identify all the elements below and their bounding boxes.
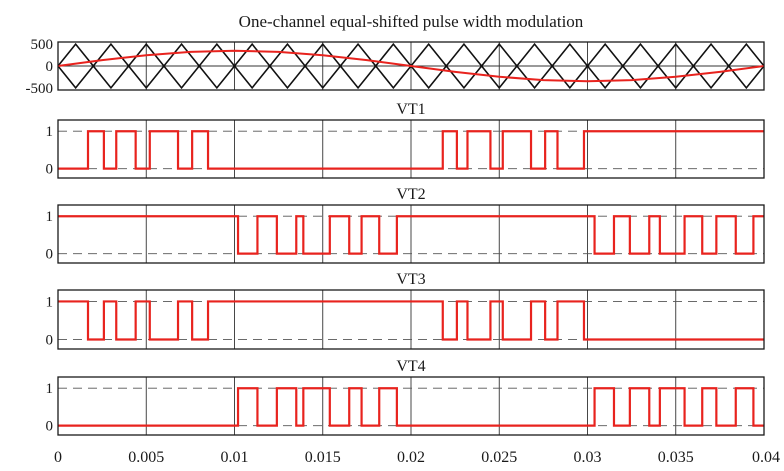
x-tick-label: 0.04 xyxy=(752,449,780,466)
y-tick-label: 500 xyxy=(31,37,54,53)
y-tick-label: 0 xyxy=(46,247,54,263)
y-tick-label: 1 xyxy=(46,381,54,397)
x-axis: 0 0.005 0.01 0.015 0.02 0.025 0.03 0.035 0.04 xyxy=(54,449,780,466)
panel-frame xyxy=(57,41,765,91)
x-tick-label: 0.03 xyxy=(574,449,602,466)
x-tick-label: 0.035 xyxy=(658,449,694,466)
y-tick-label: 0 xyxy=(46,162,54,178)
panel-1: One-channel equal-shifted pulse width mo… xyxy=(26,12,765,97)
sine-reference-line xyxy=(57,49,765,83)
panel-5: VT4 1 0 xyxy=(46,358,765,436)
panel-frame xyxy=(57,119,765,179)
gate-signal-line xyxy=(58,130,764,170)
x-tick-label: 0.025 xyxy=(481,449,517,466)
x-tick-label: 0.015 xyxy=(305,449,341,466)
panel-title: VT1 xyxy=(396,101,425,118)
panel-title: VT4 xyxy=(396,358,425,375)
y-tick-label: 1 xyxy=(46,209,54,225)
y-tick-label: 1 xyxy=(46,294,54,310)
gate-signal-line xyxy=(58,215,764,255)
panel-frame xyxy=(57,289,765,350)
gate-signal-line xyxy=(58,387,764,427)
y-tick-label: 0 xyxy=(46,332,54,348)
x-tick-label: 0.005 xyxy=(128,449,164,466)
panel-3: VT2 1 0 xyxy=(46,186,765,264)
x-tick-label: 0.01 xyxy=(221,449,249,466)
panel-frame xyxy=(57,204,765,264)
x-tick-label: 0.02 xyxy=(397,449,425,466)
panel-title: VT2 xyxy=(396,186,425,203)
panel-2: VT1 1 0 xyxy=(46,101,765,179)
y-tick-label: 0 xyxy=(46,419,54,435)
y-tick-label: 1 xyxy=(46,124,54,140)
y-tick-label: 0 xyxy=(46,59,54,75)
panel-frame xyxy=(57,376,765,436)
gate-signal-line xyxy=(58,300,764,341)
panel-title: One-channel equal-shifted pulse width mo… xyxy=(239,12,584,31)
y-tick-label: -500 xyxy=(26,81,54,97)
panel-title: VT3 xyxy=(396,271,425,288)
x-tick-label: 0 xyxy=(54,449,62,466)
panel-4: VT3 1 0 xyxy=(46,271,765,350)
